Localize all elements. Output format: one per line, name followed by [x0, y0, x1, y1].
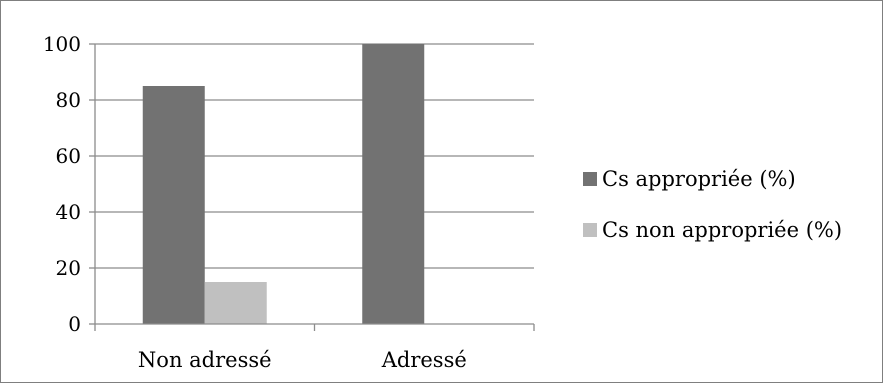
- legend-label: Cs appropriée (%): [602, 167, 796, 191]
- bar: [204, 282, 267, 324]
- axes: [89, 43, 535, 331]
- x-category-label: Non adressé: [138, 348, 272, 372]
- x-category-label: Adressé: [381, 348, 467, 372]
- legend: Cs appropriée (%) Cs non appropriée (%): [583, 167, 842, 242]
- y-tick-label: 80: [56, 88, 81, 112]
- y-tick-label: 40: [56, 200, 81, 224]
- legend-swatch: [583, 223, 597, 237]
- y-tick-label: 100: [43, 32, 81, 56]
- bars: [142, 44, 425, 324]
- legend-swatch: [583, 172, 597, 186]
- bar: [362, 44, 425, 324]
- y-tick-label: 0: [68, 312, 81, 336]
- y-tick-label: 20: [56, 256, 81, 280]
- legend-label: Cs non appropriée (%): [602, 218, 842, 242]
- y-tick-label: 60: [56, 144, 81, 168]
- bar: [142, 86, 205, 324]
- axis-labels: 0 20 40 60 80 100 Non adressé Adressé: [43, 32, 467, 372]
